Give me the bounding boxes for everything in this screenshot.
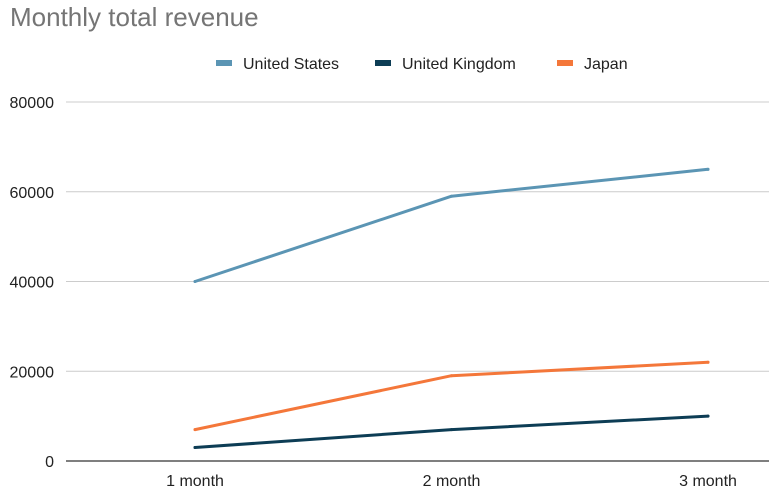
y-tick-label: 80000 — [10, 95, 55, 112]
series-line-united-kingdom — [193, 414, 710, 449]
legend-swatch — [375, 60, 391, 66]
x-tick-label: 2 month — [423, 473, 481, 490]
data-point — [450, 374, 453, 378]
x-tick-label: 1 month — [166, 473, 224, 490]
y-tick-label: 20000 — [10, 364, 55, 381]
legend-label: Japan — [584, 56, 628, 73]
data-point — [706, 414, 710, 418]
y-tick-label: 0 — [45, 454, 54, 471]
legend-swatch — [216, 60, 232, 66]
data-point — [450, 194, 453, 198]
legend: United States United Kingdom Japan — [216, 56, 628, 73]
x-axis-ticks: 1 month 2 month 3 month — [166, 473, 737, 490]
data-point — [450, 428, 453, 432]
series-lines — [193, 167, 710, 450]
legend-label: United States — [243, 56, 339, 73]
y-tick-label: 40000 — [10, 275, 55, 292]
x-tick-label: 3 month — [679, 473, 737, 490]
data-point — [193, 280, 197, 283]
data-point — [193, 428, 197, 432]
data-point — [706, 167, 710, 171]
data-point — [193, 446, 197, 450]
legend-swatch — [557, 60, 573, 66]
legend-label: United Kingdom — [402, 56, 516, 73]
y-tick-label: 60000 — [10, 185, 55, 202]
gridlines — [66, 101, 769, 462]
series-line-united-states — [193, 167, 710, 283]
data-point — [706, 360, 710, 364]
y-axis-ticks: 0 20000 40000 60000 80000 — [10, 95, 55, 471]
chart-title: Monthly total revenue — [10, 2, 259, 32]
